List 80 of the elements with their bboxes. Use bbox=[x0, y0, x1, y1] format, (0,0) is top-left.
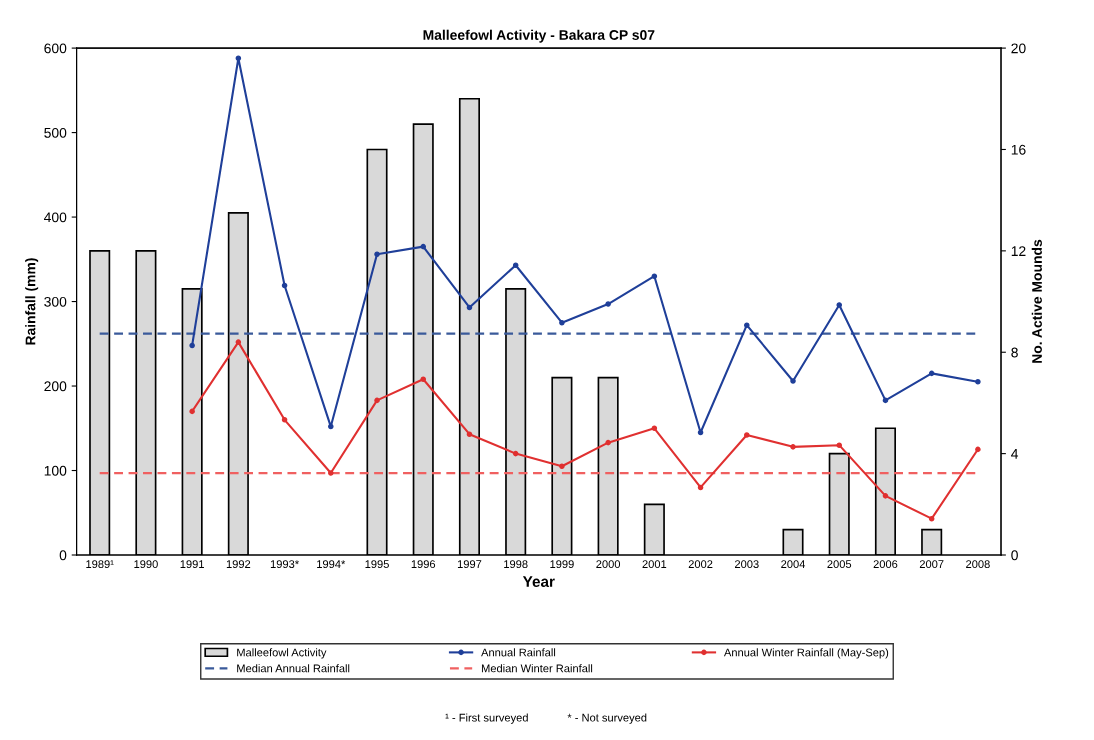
x-tick-label: 2001 bbox=[642, 560, 667, 569]
y-axis-title: Rainfall (mm) bbox=[25, 258, 39, 345]
y2-tick-label: 8 bbox=[1011, 347, 1018, 358]
y-tick-label: 400 bbox=[44, 212, 67, 223]
point bbox=[651, 273, 658, 279]
x-tick-label: 1996 bbox=[411, 560, 436, 569]
y-tick-label: 600 bbox=[44, 43, 67, 54]
y2-tick-label: 20 bbox=[1011, 43, 1026, 54]
x-tick-label: 1994* bbox=[317, 560, 346, 569]
point bbox=[512, 450, 519, 457]
point bbox=[189, 408, 195, 415]
point bbox=[328, 470, 334, 476]
legend-label: Median Annual Rainfall bbox=[237, 664, 350, 673]
point bbox=[836, 442, 843, 448]
point bbox=[697, 429, 704, 436]
chart-title: Malleefowl Activity - Bakara CP s07 bbox=[423, 29, 655, 43]
x-tick-label: 2003 bbox=[734, 560, 759, 569]
x-tick-label: 1997 bbox=[457, 560, 482, 569]
legend-label: Annual Winter Rainfall (May-Sep) bbox=[723, 648, 889, 659]
point bbox=[466, 431, 473, 437]
x-tick-label: 2007 bbox=[919, 560, 944, 569]
x-tick-label: 2004 bbox=[781, 560, 806, 569]
x-tick-label: 2002 bbox=[688, 560, 713, 569]
point bbox=[420, 243, 427, 250]
x-tick-label: 1999 bbox=[550, 560, 574, 569]
point bbox=[605, 301, 611, 307]
point bbox=[512, 262, 519, 269]
point bbox=[328, 423, 334, 430]
x-tick-label: 1992 bbox=[226, 560, 251, 569]
y-tick-label: 500 bbox=[44, 127, 67, 138]
legend-label: Annual Rainfall bbox=[481, 648, 556, 657]
point bbox=[975, 379, 981, 385]
x-tick-label: 1995 bbox=[365, 560, 389, 569]
point bbox=[374, 251, 380, 258]
x-tick-label: 2005 bbox=[827, 560, 852, 569]
y-tick-label: 300 bbox=[44, 296, 67, 307]
point bbox=[697, 484, 704, 491]
y2-tick-label: 12 bbox=[1011, 246, 1026, 256]
point bbox=[466, 304, 473, 311]
point bbox=[975, 446, 981, 453]
point bbox=[651, 425, 658, 432]
x-axis-title: Year bbox=[522, 576, 555, 587]
point bbox=[882, 493, 889, 499]
x-tick-label: 1989¹ bbox=[86, 560, 114, 569]
y2-axis-title: No. Active Mounds bbox=[1031, 239, 1042, 363]
point bbox=[281, 417, 288, 423]
y-tick-label: 100 bbox=[44, 465, 67, 476]
point bbox=[882, 397, 889, 404]
y2-tick-label: 0 bbox=[1011, 550, 1018, 561]
x-tick-label: 1998 bbox=[504, 560, 528, 569]
point bbox=[790, 378, 796, 384]
text: ¹ - First surveyed bbox=[445, 713, 528, 724]
point bbox=[559, 463, 565, 470]
point bbox=[420, 376, 427, 383]
point bbox=[744, 432, 750, 438]
point bbox=[744, 322, 750, 328]
x-tick-label: 1993* bbox=[270, 560, 299, 569]
legend-label: Malleefowl Activity bbox=[237, 648, 327, 659]
point bbox=[836, 302, 843, 308]
x-tick-label: 2000 bbox=[596, 560, 621, 569]
point bbox=[928, 370, 935, 377]
point bbox=[281, 282, 288, 289]
x-tick-label: 2008 bbox=[966, 560, 990, 569]
legend-label: Median Winter Rainfall bbox=[481, 664, 593, 673]
point bbox=[235, 339, 242, 345]
point bbox=[559, 319, 565, 326]
y2-tick-label: 4 bbox=[1011, 449, 1019, 459]
point bbox=[928, 515, 935, 522]
y2-tick-label: 16 bbox=[1011, 144, 1026, 155]
x-tick-label: 1990 bbox=[134, 560, 158, 569]
point bbox=[235, 55, 242, 62]
x-tick-label: 1991 bbox=[180, 560, 204, 569]
x-tick-label: 2006 bbox=[873, 560, 898, 569]
point bbox=[605, 439, 611, 446]
y-tick-label: 200 bbox=[44, 381, 67, 392]
point bbox=[374, 397, 380, 404]
point bbox=[790, 444, 796, 450]
text: * - Not surveyed bbox=[567, 713, 647, 724]
point bbox=[189, 342, 195, 349]
y-tick-label: 0 bbox=[59, 550, 67, 561]
